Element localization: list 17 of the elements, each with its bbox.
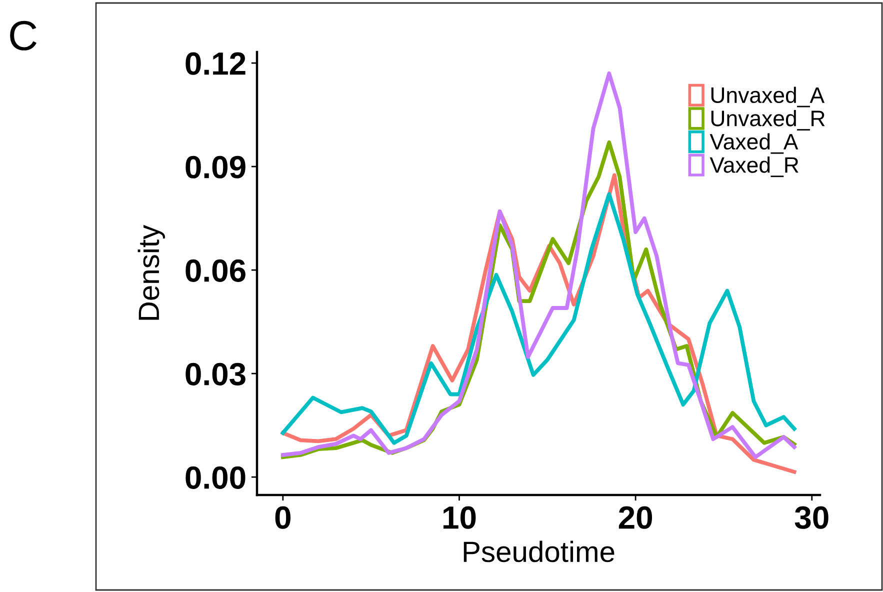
y-tick-label: 0.09 — [186, 156, 246, 178]
legend-label: Unvaxed_R — [711, 110, 825, 131]
legend-label: Unvaxed_A — [711, 86, 825, 108]
line-series — [280, 192, 796, 445]
legend-label: Vaxed_A — [710, 133, 798, 154]
x-tick-label: 30 — [794, 506, 828, 529]
x-tick-label: 0 — [275, 506, 290, 529]
x-tick-label: 20 — [618, 506, 652, 529]
x-tick-label: 10 — [443, 506, 476, 529]
x-axis-title: Pseudotime — [464, 540, 614, 562]
y-tick-label: 0.03 — [186, 362, 246, 386]
y-tick-label: 0.06 — [186, 259, 246, 282]
y-tick-label: 0.00 — [186, 466, 246, 489]
legend-label: Vaxed_R — [710, 156, 798, 178]
y-axis-title: Density — [138, 224, 165, 320]
text: C — [10, 20, 37, 50]
y-tick-label: 0.12 — [186, 52, 246, 75]
